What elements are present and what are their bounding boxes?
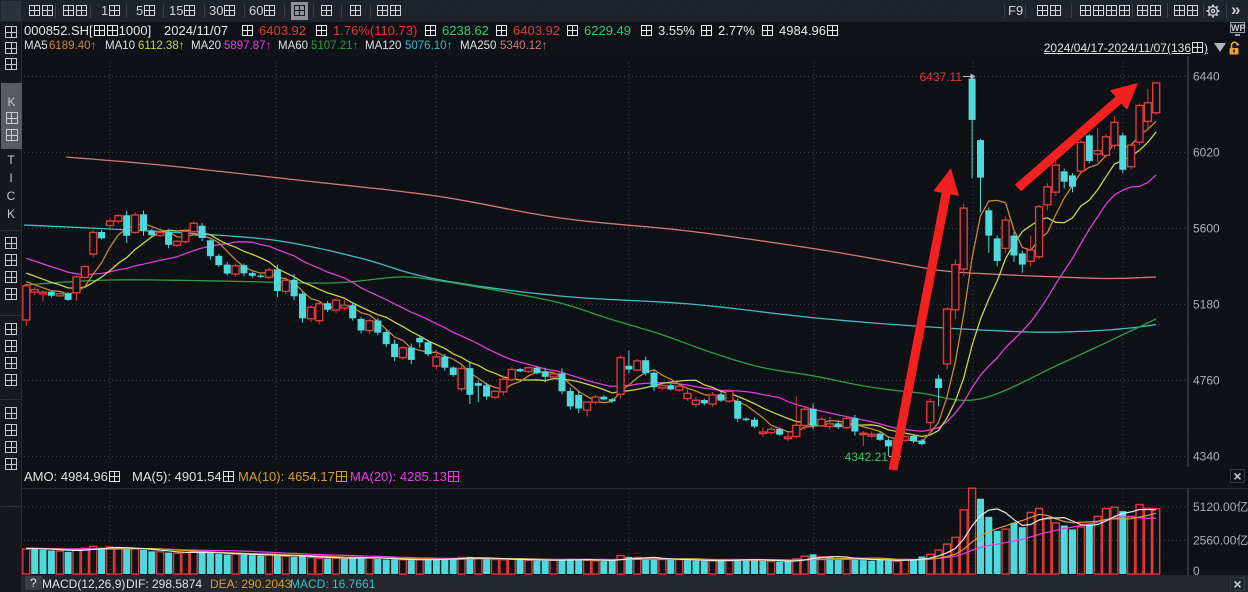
svg-text:4340: 4340 — [1193, 449, 1220, 463]
svg-text:4760: 4760 — [1193, 373, 1220, 387]
svg-text:5180: 5180 — [1193, 297, 1220, 311]
svg-text:6020: 6020 — [1193, 145, 1220, 159]
svg-text:6440: 6440 — [1193, 69, 1220, 83]
svg-text:5120.00亿: 5120.00亿 — [1193, 499, 1248, 514]
svg-text:0: 0 — [1193, 564, 1200, 578]
svg-text:6437.11: 6437.11 — [920, 70, 963, 84]
svg-text:5600: 5600 — [1193, 221, 1220, 235]
svg-text:2560.00亿: 2560.00亿 — [1193, 532, 1248, 547]
svg-text:4342.21: 4342.21 — [845, 450, 889, 464]
